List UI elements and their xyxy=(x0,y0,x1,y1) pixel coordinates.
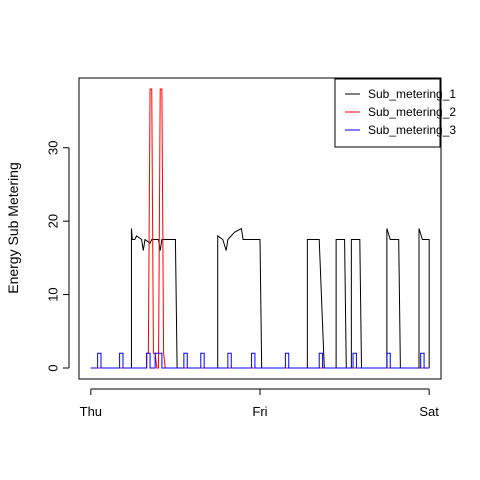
x-tick-label: Fri xyxy=(252,404,267,419)
x-tick-label: Sat xyxy=(419,404,439,419)
y-tick-label: 20 xyxy=(46,214,61,228)
y-tick-label: 10 xyxy=(46,287,61,301)
legend-label-3: Sub_metering_3 xyxy=(368,123,456,137)
y-tick-label: 0 xyxy=(46,364,61,371)
axes-layer: 0 10 20 30 Thu Fri Sat xyxy=(46,141,440,419)
legend-label-2: Sub_metering_2 xyxy=(368,105,456,119)
series-line-3 xyxy=(90,352,430,369)
y-tick-label: 30 xyxy=(46,141,61,155)
legend-box xyxy=(334,78,441,148)
x-tick-label: Thu xyxy=(80,404,102,419)
plot-frame xyxy=(78,77,442,380)
series-line-1 xyxy=(90,227,430,369)
legend-label-1: Sub_metering_1 xyxy=(368,87,456,101)
legend: Sub_metering_1 Sub_metering_2 Sub_metering… xyxy=(334,78,456,148)
series-layer xyxy=(90,88,430,369)
y-axis-title: Energy Sub Metering xyxy=(5,162,21,294)
